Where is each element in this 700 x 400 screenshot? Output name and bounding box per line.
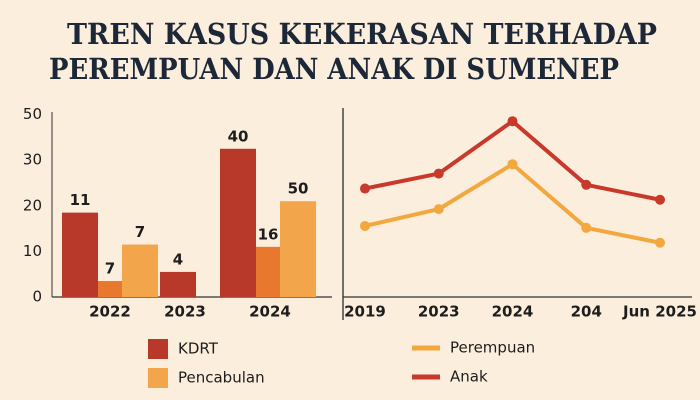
bar <box>160 271 196 297</box>
point <box>581 179 592 190</box>
x-tick-label: 2023 <box>164 303 206 321</box>
point <box>433 204 444 215</box>
bar-label: 11 <box>70 191 91 209</box>
x-tick-label: 204 <box>571 303 602 321</box>
point <box>655 237 665 248</box>
point <box>360 183 370 194</box>
x-tick-label: 2024 <box>492 303 534 321</box>
y-tick-label: 20 <box>23 196 42 214</box>
point <box>360 220 370 231</box>
y-tick-label: 0 <box>32 288 42 306</box>
bar <box>62 212 98 297</box>
bar-label: 16 <box>258 225 279 243</box>
x-tick-label: 2022 <box>89 303 131 321</box>
bar <box>220 148 256 297</box>
bar <box>280 201 316 297</box>
bar-label: 50 <box>288 180 309 198</box>
title-line: PEREMPUAN DAN ANAK DI SUMENEP <box>49 52 619 86</box>
x-tick-label: 2019 <box>344 303 386 321</box>
point <box>655 194 665 205</box>
legend-swatch <box>148 368 168 388</box>
x-tick-label: Jun 2025 <box>622 303 697 321</box>
legend-label: Anak <box>450 368 488 386</box>
y-tick-label: 10 <box>23 242 42 260</box>
point <box>433 168 444 179</box>
bar-label: 7 <box>135 223 145 241</box>
legend-label: KDRT <box>178 340 219 358</box>
bar <box>98 281 122 297</box>
bar-label: 4 <box>173 250 183 268</box>
legend-label: Perempuan <box>450 339 535 357</box>
point <box>507 159 518 170</box>
bar-label: 7 <box>105 260 115 278</box>
point <box>581 222 592 233</box>
title-line: TREN KASUS KEKERASAN TERHADAP <box>67 17 657 51</box>
x-tick-label: 2023 <box>418 303 460 321</box>
point <box>507 116 518 127</box>
y-tick-label: 30 <box>23 151 42 169</box>
x-tick-label: 2024 <box>249 303 291 321</box>
bar <box>256 246 280 297</box>
y-tick-label: 50 <box>23 105 42 123</box>
bar <box>122 244 158 297</box>
legend-label: Pencabulan <box>178 369 265 387</box>
bar-label: 40 <box>228 127 249 145</box>
legend-swatch <box>148 339 168 359</box>
